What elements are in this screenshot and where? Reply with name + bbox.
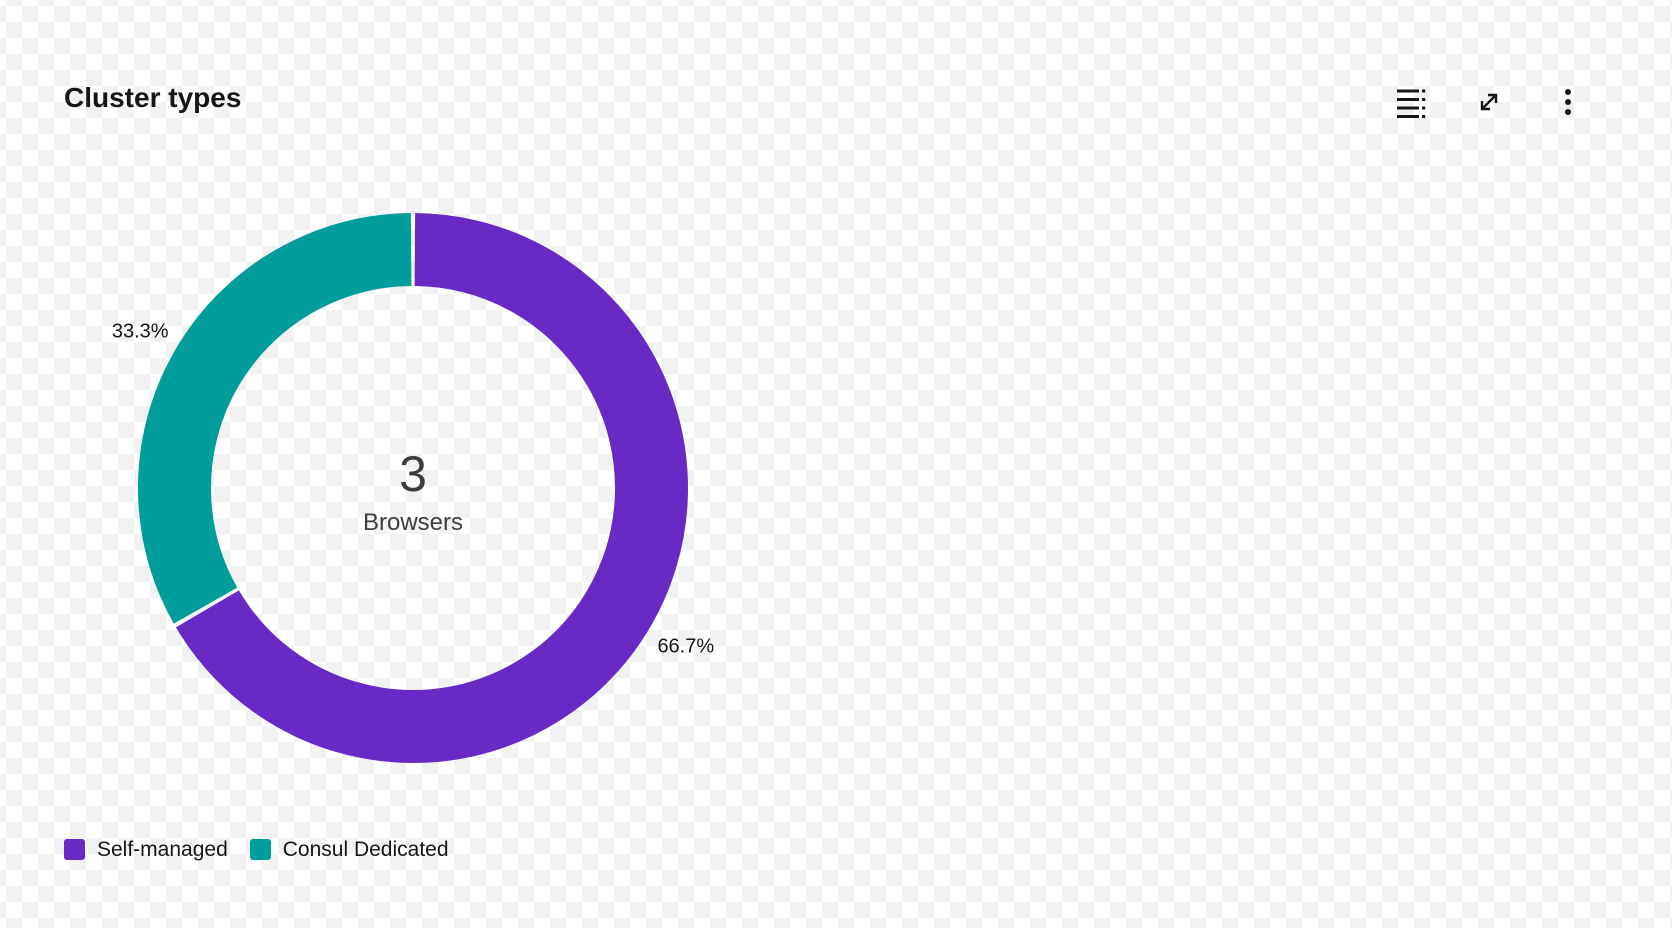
segment-percent-label: 33.3% xyxy=(112,321,169,343)
legend-label: Self-managed xyxy=(97,838,228,861)
legend-item[interactable]: Self-managed xyxy=(64,839,228,860)
donut-segment-consul-dedicated[interactable] xyxy=(138,213,412,624)
chart-title: Cluster types xyxy=(64,82,242,113)
donut-center-label: Browsers xyxy=(363,509,463,536)
chart-legend: Self-managed Consul Dedicated xyxy=(64,839,449,860)
show-data-table-button[interactable] xyxy=(1394,86,1426,118)
legend-swatch xyxy=(64,839,85,860)
expand-icon xyxy=(1480,93,1498,111)
donut-segment-self-managed[interactable] xyxy=(175,213,688,763)
more-options-button[interactable] xyxy=(1552,86,1584,118)
legend-swatch xyxy=(249,839,271,860)
legend-item[interactable]: Consul Dedicated xyxy=(249,838,449,861)
expand-button[interactable] xyxy=(1473,86,1505,118)
legend-label: Consul Dedicated xyxy=(282,838,449,861)
donut-segments xyxy=(138,213,688,763)
data-table-icon xyxy=(1397,89,1426,118)
segment-percent-label: 66.7% xyxy=(657,636,714,658)
chart-toolbar xyxy=(1394,86,1584,118)
kebab-icon xyxy=(1565,89,1571,115)
donut-center-number: 3 xyxy=(399,446,427,502)
